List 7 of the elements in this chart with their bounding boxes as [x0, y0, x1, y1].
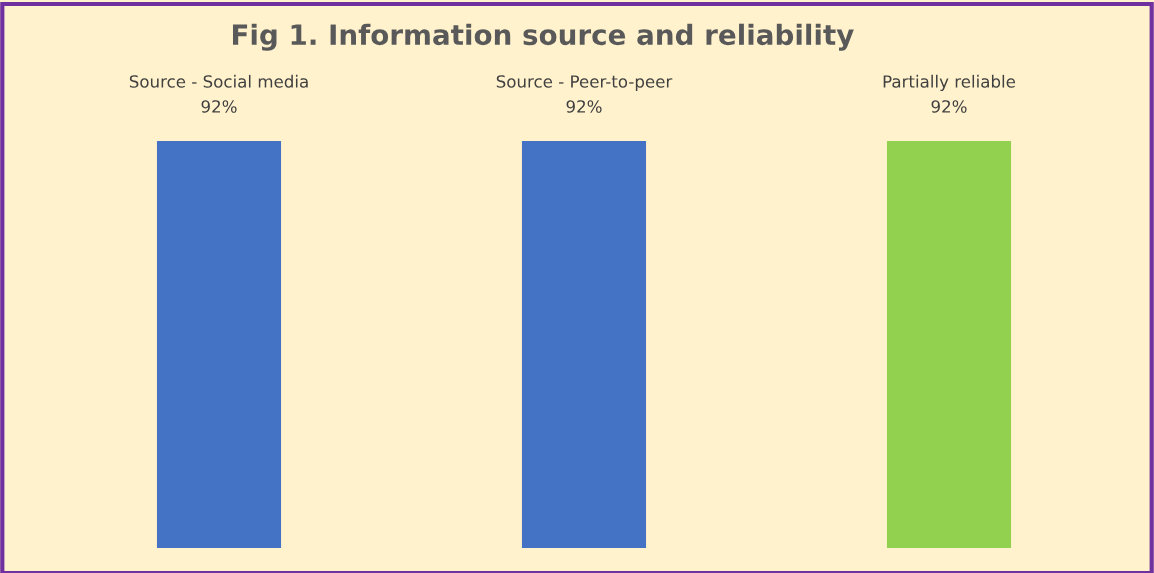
data-label: 92% — [201, 100, 237, 113]
x-tick-label: Partially reliable — [883, 74, 1016, 91]
chart-title: Fig 1. Information source and reliability — [232, 23, 854, 51]
x-tick-label: Source - Social media — [129, 74, 308, 88]
data-label: 92% — [566, 100, 602, 113]
x-tick-label: Source - Peer-to-peer — [496, 75, 673, 91]
data-label: 92% — [931, 100, 967, 113]
